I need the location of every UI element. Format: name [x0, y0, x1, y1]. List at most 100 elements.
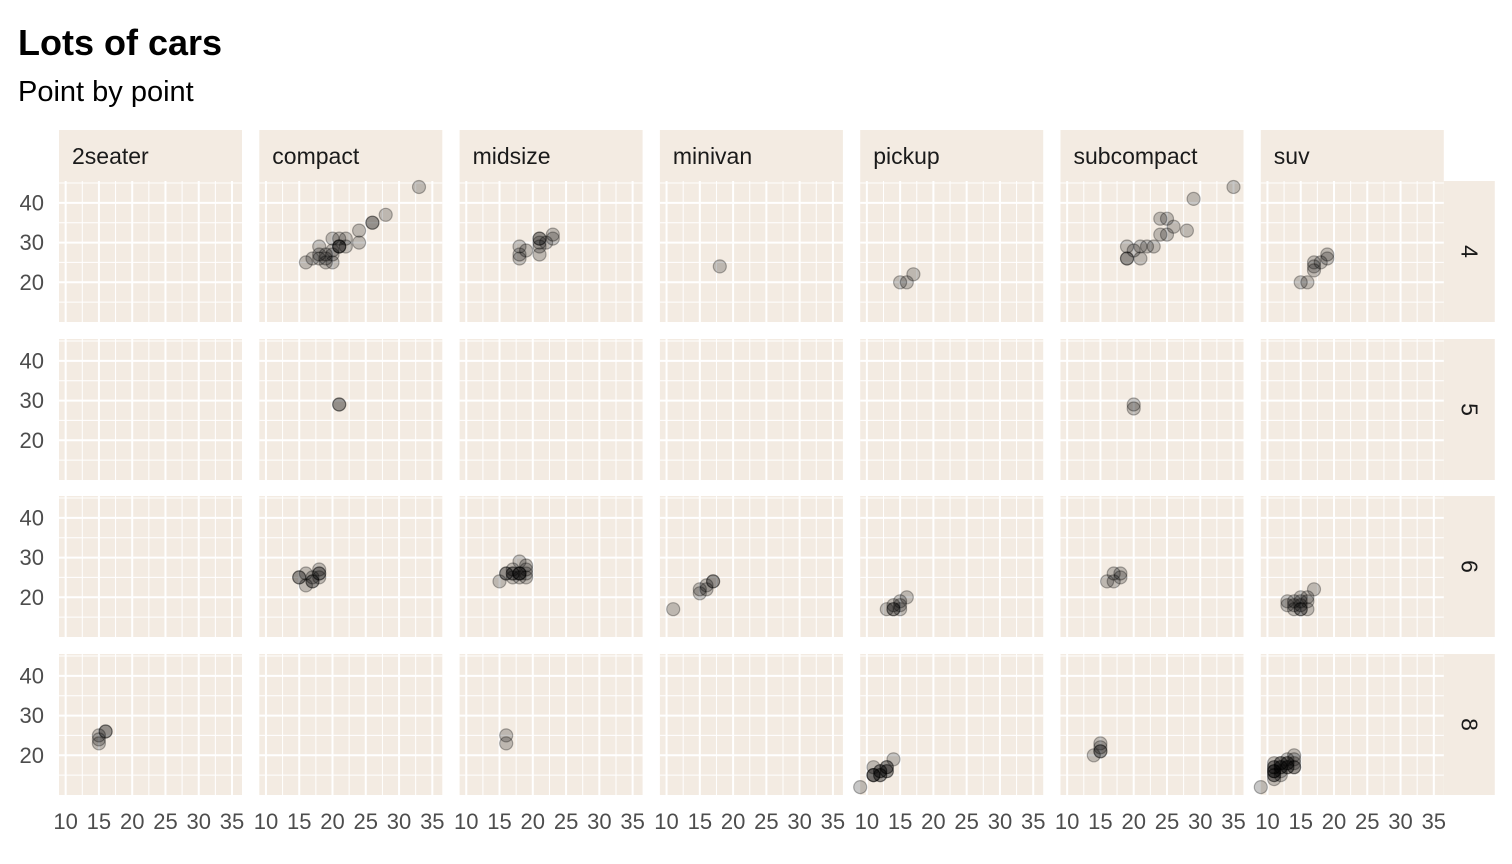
x-tick-label: 10 — [1055, 809, 1079, 834]
data-point — [312, 566, 327, 581]
data-point — [338, 231, 353, 246]
data-point — [1119, 251, 1135, 266]
data-point — [512, 251, 527, 266]
data-point — [1166, 219, 1181, 234]
data-point — [545, 231, 560, 246]
data-point — [505, 566, 520, 581]
data-point — [365, 215, 380, 230]
data-point — [325, 247, 340, 262]
panel-midsize-6 — [459, 496, 643, 637]
data-point — [1119, 239, 1135, 254]
data-point — [532, 247, 547, 262]
data-point — [312, 566, 327, 581]
data-point — [873, 767, 888, 783]
x-tick-label: 20 — [120, 809, 144, 834]
data-point — [1266, 760, 1282, 775]
data-point — [866, 767, 881, 783]
data-point — [332, 397, 347, 412]
x-tick-label: 25 — [354, 809, 378, 834]
facet-strip-row-8 — [1443, 654, 1495, 795]
facet-label-row-5: 5 — [1456, 403, 1482, 416]
facet-label-row-8: 8 — [1456, 718, 1482, 731]
data-point — [1153, 227, 1168, 242]
data-point — [298, 578, 313, 593]
data-point — [1320, 247, 1335, 262]
data-point — [692, 582, 707, 597]
y-tick-label: 40 — [20, 190, 44, 215]
data-point — [1286, 760, 1302, 775]
data-point — [325, 255, 340, 270]
data-point — [332, 239, 347, 254]
x-tick-label: 20 — [320, 809, 344, 834]
x-tick-label: 15 — [888, 809, 912, 834]
data-point — [512, 566, 527, 581]
facet-label-minivan: minivan — [673, 143, 752, 169]
data-point — [1093, 736, 1108, 751]
data-point — [318, 255, 333, 270]
data-point — [1093, 744, 1108, 759]
x-tick-label: 15 — [87, 809, 111, 834]
x-tick-label: 20 — [1322, 809, 1346, 834]
data-point — [325, 243, 340, 258]
data-point — [292, 570, 307, 585]
data-point — [1286, 598, 1302, 613]
data-point — [512, 554, 527, 569]
x-tick-label: 35 — [420, 809, 444, 834]
x-tick-label: 10 — [855, 809, 879, 834]
data-point — [1266, 764, 1282, 779]
y-tick-label: 30 — [20, 230, 44, 255]
data-point — [512, 239, 527, 254]
data-point — [518, 562, 534, 577]
panel-midsize-5 — [459, 339, 643, 480]
panel-2seater-6 — [59, 496, 242, 637]
data-point — [1306, 255, 1322, 270]
data-point — [338, 239, 353, 254]
data-point — [1253, 779, 1268, 795]
data-point — [1320, 251, 1335, 266]
data-point — [1306, 263, 1322, 278]
data-point — [1280, 598, 1295, 613]
data-point — [332, 397, 347, 412]
x-tick-label: 25 — [554, 809, 578, 834]
data-point — [545, 227, 560, 242]
data-point — [305, 570, 320, 585]
panel-subcompact-4 — [1060, 181, 1244, 322]
data-point — [298, 255, 313, 270]
data-point — [1266, 760, 1282, 775]
data-point — [1306, 582, 1322, 597]
data-point — [1159, 211, 1175, 226]
x-tick-label: 15 — [1288, 809, 1312, 834]
x-tick-label: 10 — [654, 809, 678, 834]
facet-strip-compact — [259, 130, 443, 181]
data-point — [1119, 251, 1135, 266]
x-tick-label: 30 — [187, 809, 211, 834]
data-point — [1086, 748, 1101, 763]
data-point — [1293, 275, 1308, 290]
panel-2seater-5 — [59, 339, 242, 480]
x-tick-label: 20 — [721, 809, 745, 834]
data-point — [1226, 179, 1241, 195]
data-point — [1099, 574, 1115, 589]
y-tick-label: 20 — [20, 270, 44, 295]
facet-label-2seater: 2seater — [72, 143, 149, 169]
x-tick-label: 30 — [787, 809, 811, 834]
x-tick-label: 25 — [1355, 809, 1379, 834]
data-point — [538, 235, 554, 250]
data-point — [873, 767, 888, 783]
data-point — [1106, 574, 1121, 589]
data-point — [705, 574, 721, 589]
data-point — [98, 724, 113, 739]
data-point — [666, 602, 681, 617]
data-point — [1300, 594, 1315, 609]
data-point — [312, 570, 327, 585]
data-point — [1313, 255, 1328, 270]
data-point — [1266, 764, 1282, 779]
data-point — [1266, 771, 1282, 787]
data-point — [879, 760, 894, 775]
data-point — [98, 724, 113, 739]
facet-strip-midsize — [459, 130, 643, 181]
facet-label-pickup: pickup — [873, 143, 939, 169]
facet-label-subcompact: subcompact — [1074, 143, 1199, 169]
data-point — [365, 215, 380, 230]
panel-minivan-5 — [659, 339, 843, 480]
